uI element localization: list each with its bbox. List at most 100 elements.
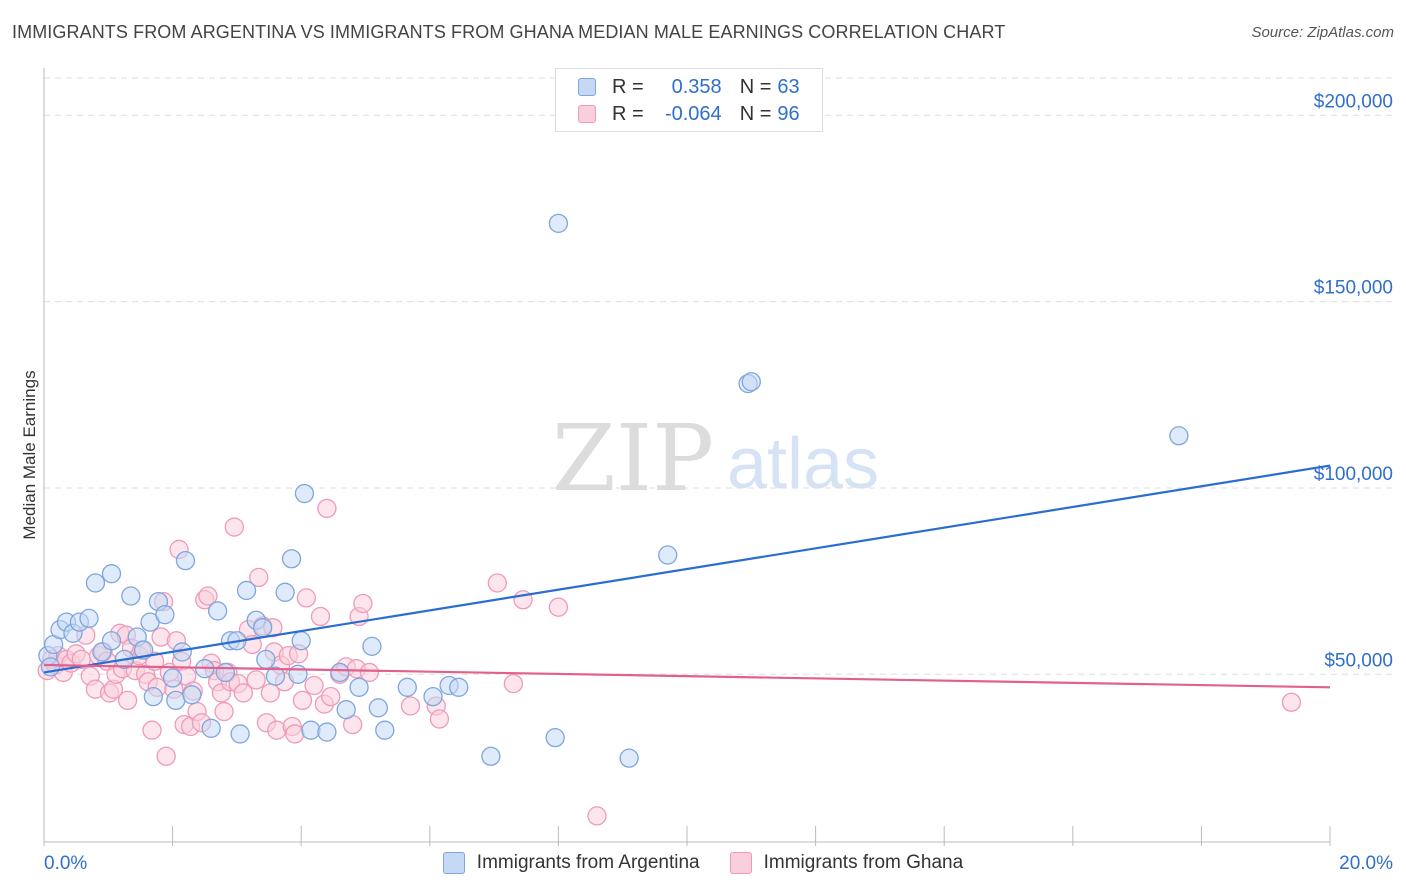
- n-label: N =: [739, 75, 772, 98]
- argentina-point-26: [201, 718, 221, 738]
- argentina-point-37: [275, 582, 295, 602]
- legend-item-ghana[interactable]: Immigrants from Ghana: [729, 852, 964, 874]
- ghana-trend-line: [43, 663, 1331, 689]
- argentina-point-11: [101, 564, 122, 584]
- argentina-point-20: [162, 668, 183, 688]
- r-label: R =: [612, 102, 644, 125]
- argentina-point-7: [79, 608, 99, 629]
- legend-label-ghana: Immigrants from Ghana: [763, 852, 964, 873]
- argentina-point-21: [166, 690, 186, 711]
- ghana-point-59: [246, 670, 266, 690]
- stats-legend: R = 0.358 N = 63 R = -0.064 N = 96: [555, 68, 823, 132]
- argentina-point-27: [207, 601, 228, 621]
- argentina-point-46: [349, 677, 369, 697]
- ghana-point-88: [429, 709, 450, 729]
- argentina-point-42: [301, 720, 321, 740]
- argentina-point-50: [397, 677, 417, 697]
- source-label: Source: ZipAtlas.com: [1251, 24, 1394, 41]
- ghana-point-92: [548, 597, 569, 617]
- argentina-point-23: [175, 550, 196, 571]
- ghana-point-21: [117, 690, 138, 711]
- argentina-point-8: [85, 573, 106, 593]
- argentina-point-54: [481, 746, 501, 766]
- ghana-point-89: [487, 573, 507, 593]
- ghana-point-73: [296, 588, 316, 608]
- r-value: 0.358: [671, 75, 722, 98]
- argentina-legend-swatch: [442, 852, 465, 874]
- n-value: 63: [777, 75, 800, 98]
- argentina-trend-line: [43, 464, 1331, 674]
- argentina-point-17: [143, 687, 163, 707]
- argentina-point-43: [317, 722, 337, 742]
- ghana-point-28: [142, 720, 162, 740]
- ghana-point-46: [198, 586, 218, 606]
- argentina-point-40: [291, 631, 311, 651]
- ghana-swatch: [578, 105, 596, 123]
- n-label: N =: [739, 102, 772, 125]
- argentina-point-45: [336, 700, 356, 720]
- ghana-point-77: [317, 498, 337, 519]
- y-tick-label-3: $200,000: [1314, 91, 1393, 112]
- ghana-point-72: [292, 690, 313, 711]
- n-value: 96: [777, 102, 800, 125]
- argentina-point-19: [155, 605, 175, 625]
- argentina-point-61: [1169, 426, 1189, 446]
- argentina-point-10: [101, 631, 122, 651]
- argentina-point-28: [215, 662, 235, 683]
- argentina-point-53: [449, 677, 469, 697]
- ghana-point-60: [249, 567, 269, 588]
- ghana-point-51: [214, 701, 234, 722]
- argentina-point-44: [330, 662, 350, 683]
- ghana-point-78: [321, 687, 341, 707]
- series-legend: Immigrants from Argentina Immigrants fro…: [0, 852, 1406, 874]
- argentina-point-47: [362, 636, 382, 656]
- ghana-legend-swatch: [729, 852, 752, 874]
- ghana-point-84: [353, 593, 373, 614]
- argentina-point-34: [252, 618, 273, 638]
- argentina-point-51: [423, 687, 443, 707]
- argentina-point-24: [182, 685, 202, 705]
- argentina-point-31: [230, 724, 250, 744]
- ghana-point-54: [224, 517, 244, 537]
- argentina-swatch: [578, 78, 596, 96]
- argentina-point-55: [545, 727, 565, 748]
- argentina-point-49: [375, 720, 395, 740]
- y-tick-label-0: $50,000: [1324, 650, 1393, 671]
- argentina-point-13: [121, 586, 141, 606]
- legend-label-argentina: Immigrants from Argentina: [476, 852, 700, 873]
- argentina-point-32: [236, 580, 257, 601]
- stats-row-ghana: R = -0.064 N = 96: [578, 101, 800, 127]
- ghana-point-93: [587, 806, 607, 826]
- ghana-point-85: [359, 662, 380, 683]
- r-value: -0.064: [664, 102, 722, 125]
- ghana-point-75: [310, 606, 331, 627]
- ghana-point-86: [400, 696, 421, 716]
- watermark-zip: ZIP: [552, 405, 714, 512]
- argentina-point-48: [368, 698, 389, 718]
- legend-item-argentina[interactable]: Immigrants from Argentina: [442, 852, 700, 874]
- argentina-point-60: [741, 372, 761, 392]
- y-tick-label-1: $100,000: [1314, 464, 1393, 485]
- ghana-point-94: [1281, 692, 1302, 712]
- chart-title: IMMIGRANTS FROM ARGENTINA VS IMMIGRANTS …: [12, 22, 1006, 42]
- argentina-series: [38, 213, 1189, 768]
- argentina-point-41: [294, 483, 315, 504]
- argentina-point-35: [256, 649, 276, 670]
- argentina-point-56: [548, 213, 569, 233]
- argentina-point-39: [288, 664, 308, 684]
- ghana-point-74: [304, 675, 324, 696]
- x-tick-label-max: 20.0%: [1339, 853, 1393, 874]
- y-tick-label-2: $150,000: [1314, 278, 1393, 299]
- watermark-atlas: atlas: [727, 424, 879, 504]
- ghana-point-33: [156, 746, 176, 766]
- argentina-point-58: [658, 545, 678, 565]
- argentina-point-36: [265, 666, 286, 686]
- argentina-point-57: [619, 748, 639, 768]
- ghana-point-90: [503, 673, 524, 694]
- trend-lines: [43, 464, 1331, 689]
- tick-labels: $50,000 $100,000 $150,000 $200,000 0.0% 20.0%: [44, 91, 1393, 874]
- r-label: R =: [612, 75, 644, 98]
- axes: [43, 68, 1331, 846]
- x-tick-label-min: 0.0%: [44, 853, 87, 874]
